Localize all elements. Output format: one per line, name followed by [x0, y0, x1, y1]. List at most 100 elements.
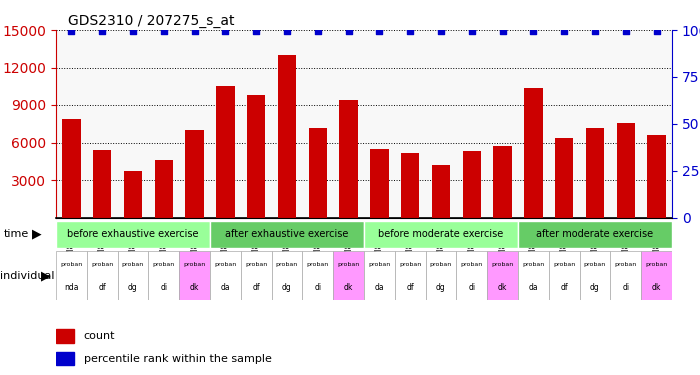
Text: individual: individual — [0, 271, 55, 280]
Point — [374, 28, 385, 34]
Text: proban: proban — [615, 262, 637, 267]
Text: dk: dk — [344, 284, 354, 292]
FancyBboxPatch shape — [56, 251, 87, 300]
FancyBboxPatch shape — [179, 251, 210, 300]
Text: before exhaustive exercise: before exhaustive exercise — [67, 230, 199, 239]
Text: proban: proban — [91, 262, 113, 267]
FancyBboxPatch shape — [118, 251, 148, 300]
Text: dk: dk — [190, 284, 200, 292]
Point — [497, 28, 508, 34]
Text: dk: dk — [498, 284, 508, 292]
Bar — [494, 146, 512, 218]
Text: da: da — [374, 284, 384, 292]
Bar — [555, 138, 573, 218]
Point — [651, 28, 662, 34]
Point — [589, 28, 601, 34]
Point — [189, 28, 200, 34]
Point — [97, 28, 108, 34]
Text: proban: proban — [491, 262, 514, 267]
Text: GDS2310 / 207275_s_at: GDS2310 / 207275_s_at — [69, 13, 234, 28]
FancyBboxPatch shape — [518, 251, 549, 300]
Text: proban: proban — [214, 262, 237, 267]
Text: nda: nda — [64, 284, 78, 292]
Text: di: di — [160, 284, 167, 292]
Text: dg: dg — [282, 284, 292, 292]
Text: proban: proban — [122, 262, 144, 267]
Bar — [586, 128, 604, 218]
Bar — [432, 165, 450, 218]
Point — [405, 28, 416, 34]
Text: proban: proban — [645, 262, 668, 267]
Point — [528, 28, 539, 34]
Bar — [524, 87, 542, 218]
FancyBboxPatch shape — [426, 251, 456, 300]
Point — [251, 28, 262, 34]
Point — [312, 28, 323, 34]
FancyBboxPatch shape — [333, 251, 364, 300]
Text: time: time — [4, 230, 29, 239]
Text: percentile rank within the sample: percentile rank within the sample — [84, 354, 272, 363]
Text: proban: proban — [399, 262, 421, 267]
Bar — [463, 151, 481, 217]
Point — [343, 28, 354, 34]
Text: proban: proban — [522, 262, 545, 267]
FancyBboxPatch shape — [518, 221, 672, 248]
FancyBboxPatch shape — [549, 251, 580, 300]
Bar — [62, 119, 80, 218]
Bar — [186, 130, 204, 218]
Text: df: df — [253, 284, 260, 292]
Text: proban: proban — [307, 262, 329, 267]
Text: di: di — [314, 284, 321, 292]
FancyBboxPatch shape — [210, 251, 241, 300]
FancyBboxPatch shape — [272, 251, 302, 300]
Text: da: da — [220, 284, 230, 292]
Bar — [124, 171, 142, 217]
Point — [220, 28, 231, 34]
Bar — [155, 160, 173, 218]
FancyBboxPatch shape — [610, 251, 641, 300]
FancyBboxPatch shape — [580, 251, 610, 300]
Bar — [309, 128, 327, 218]
Bar — [56, 329, 74, 343]
Text: proban: proban — [153, 262, 175, 267]
Text: di: di — [622, 284, 629, 292]
Text: dk: dk — [652, 284, 662, 292]
Bar — [247, 95, 265, 218]
Text: di: di — [468, 284, 475, 292]
Text: proban: proban — [60, 262, 83, 267]
FancyBboxPatch shape — [395, 251, 426, 300]
Point — [435, 28, 447, 34]
Text: proban: proban — [276, 262, 298, 267]
Point — [620, 28, 631, 34]
FancyBboxPatch shape — [364, 221, 518, 248]
Text: proban: proban — [368, 262, 391, 267]
FancyBboxPatch shape — [148, 251, 179, 300]
Bar — [370, 149, 388, 217]
Text: after moderate exercise: after moderate exercise — [536, 230, 654, 239]
Bar — [56, 352, 74, 365]
FancyBboxPatch shape — [487, 251, 518, 300]
Text: df: df — [407, 284, 414, 292]
Bar — [340, 100, 358, 218]
Bar — [648, 135, 666, 218]
Text: before moderate exercise: before moderate exercise — [379, 230, 503, 239]
Text: ▶: ▶ — [41, 269, 51, 282]
Point — [158, 28, 169, 34]
Text: df: df — [561, 284, 568, 292]
Text: dg: dg — [128, 284, 138, 292]
FancyBboxPatch shape — [56, 221, 210, 248]
Text: dg: dg — [590, 284, 600, 292]
Point — [66, 28, 77, 34]
Text: da: da — [528, 284, 538, 292]
Text: ▶: ▶ — [32, 228, 41, 241]
Bar — [401, 153, 419, 218]
Text: proban: proban — [553, 262, 575, 267]
Text: proban: proban — [245, 262, 267, 267]
Text: proban: proban — [461, 262, 483, 267]
FancyBboxPatch shape — [364, 251, 395, 300]
Bar — [216, 86, 235, 218]
FancyBboxPatch shape — [241, 251, 272, 300]
Text: proban: proban — [337, 262, 360, 267]
Text: df: df — [99, 284, 106, 292]
Bar — [93, 150, 111, 217]
